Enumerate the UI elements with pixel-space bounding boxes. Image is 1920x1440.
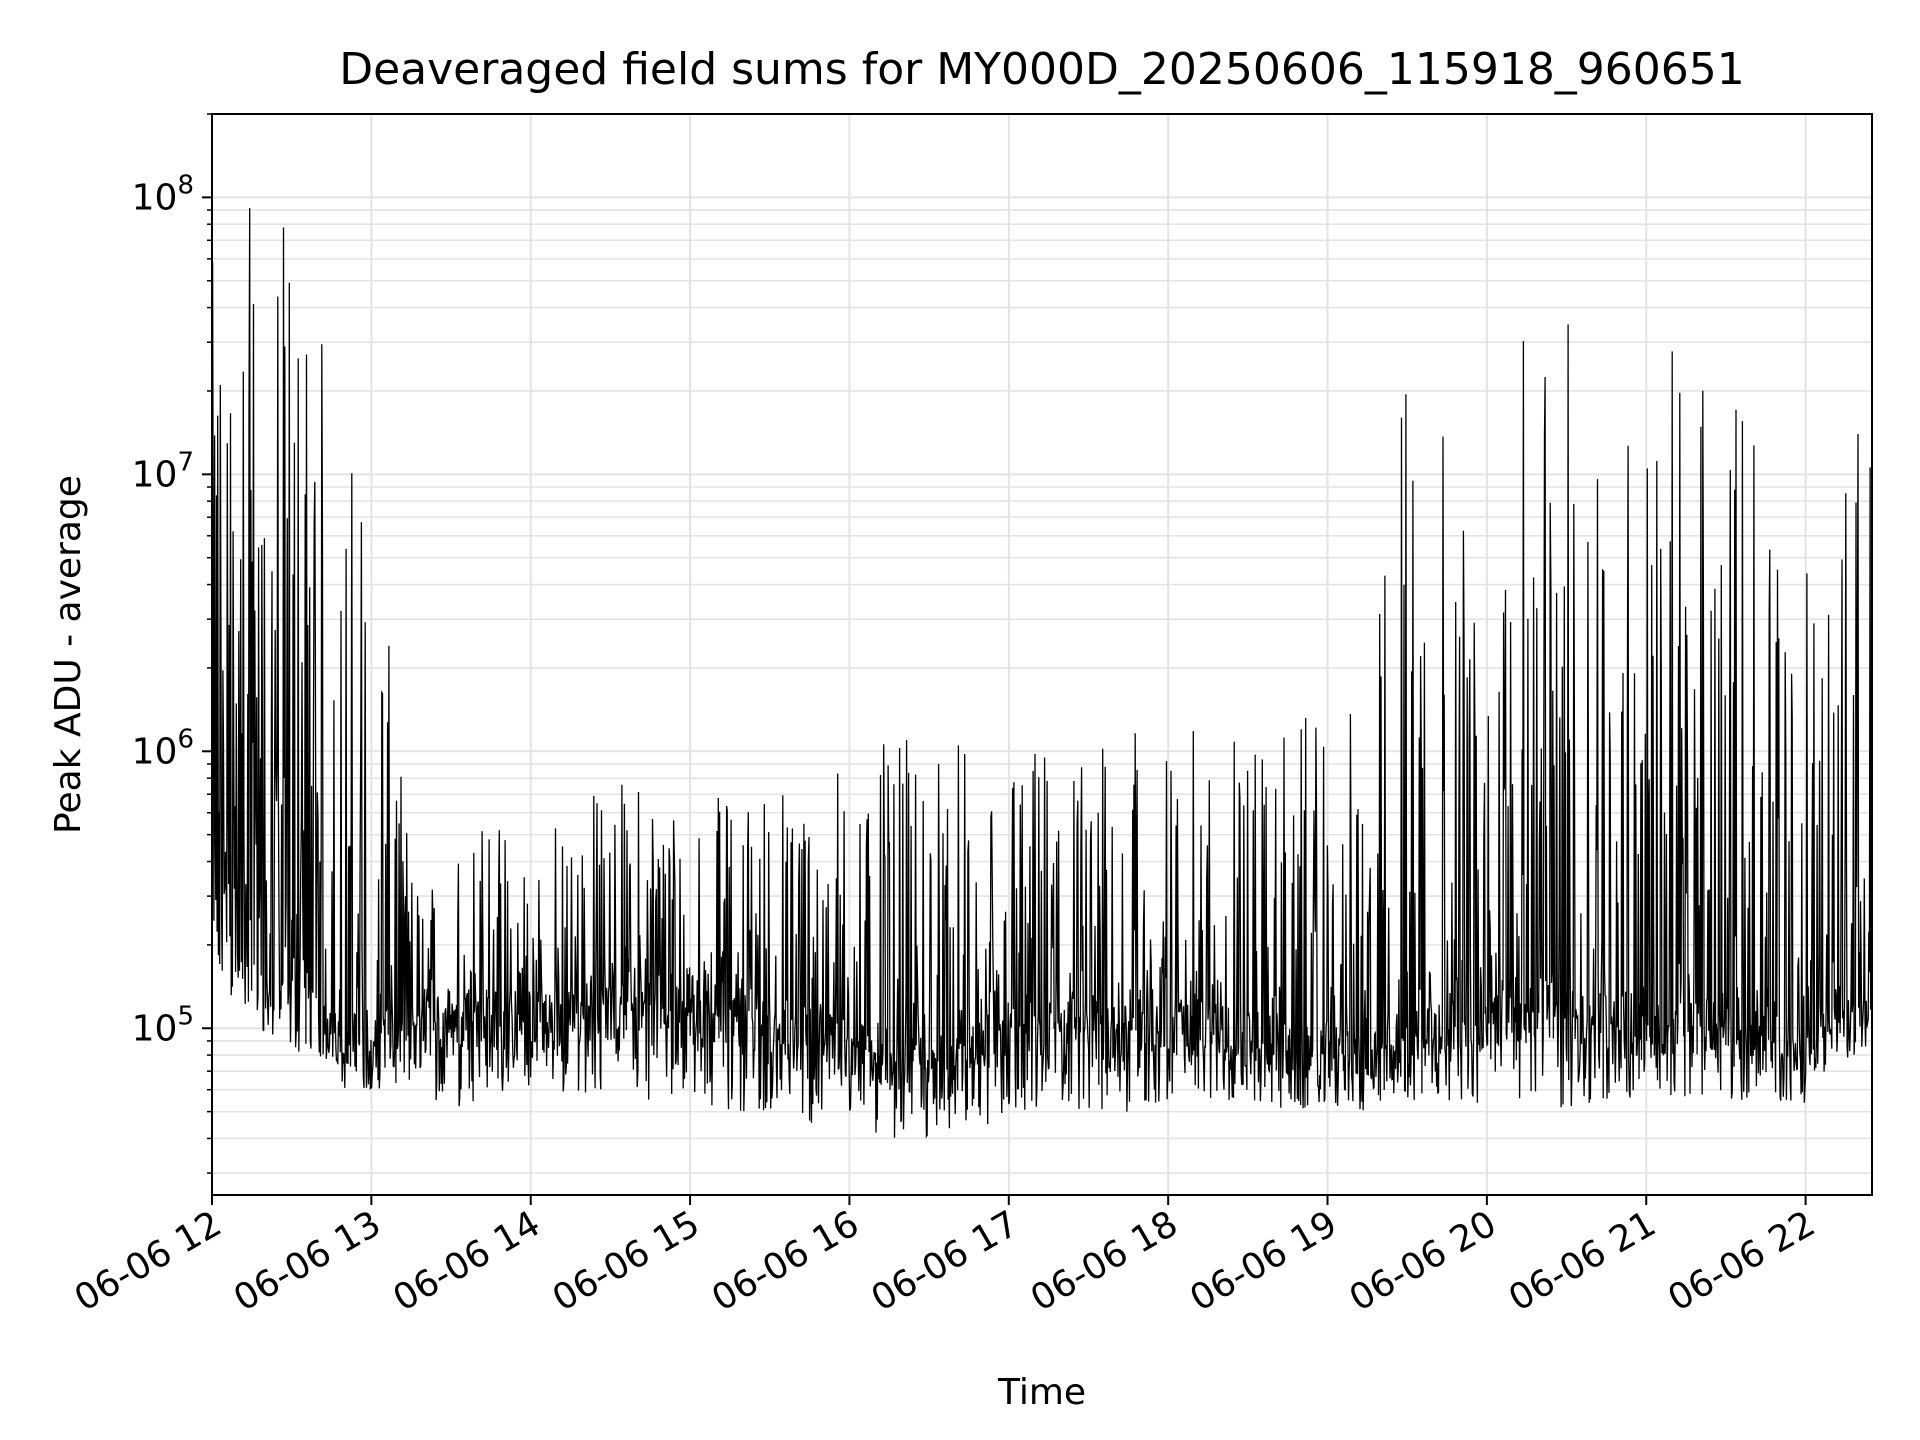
y-tick-label: 107 — [132, 447, 194, 495]
y-axis: 105 106 107 108 — [132, 113, 212, 1174]
y-tick-label: 108 — [132, 170, 194, 218]
plot-area — [211, 208, 1873, 1139]
x-axis-label: Time — [997, 1372, 1086, 1413]
y-axis-label: Peak ADU - average — [48, 475, 89, 834]
y-tick-label: 105 — [132, 1001, 194, 1049]
series-line — [211, 208, 1873, 1139]
chart-title: Deaveraged field sums for MY000D_2025060… — [339, 44, 1745, 95]
y-tick-label: 106 — [132, 724, 194, 772]
plot-frame — [211, 113, 1873, 1196]
